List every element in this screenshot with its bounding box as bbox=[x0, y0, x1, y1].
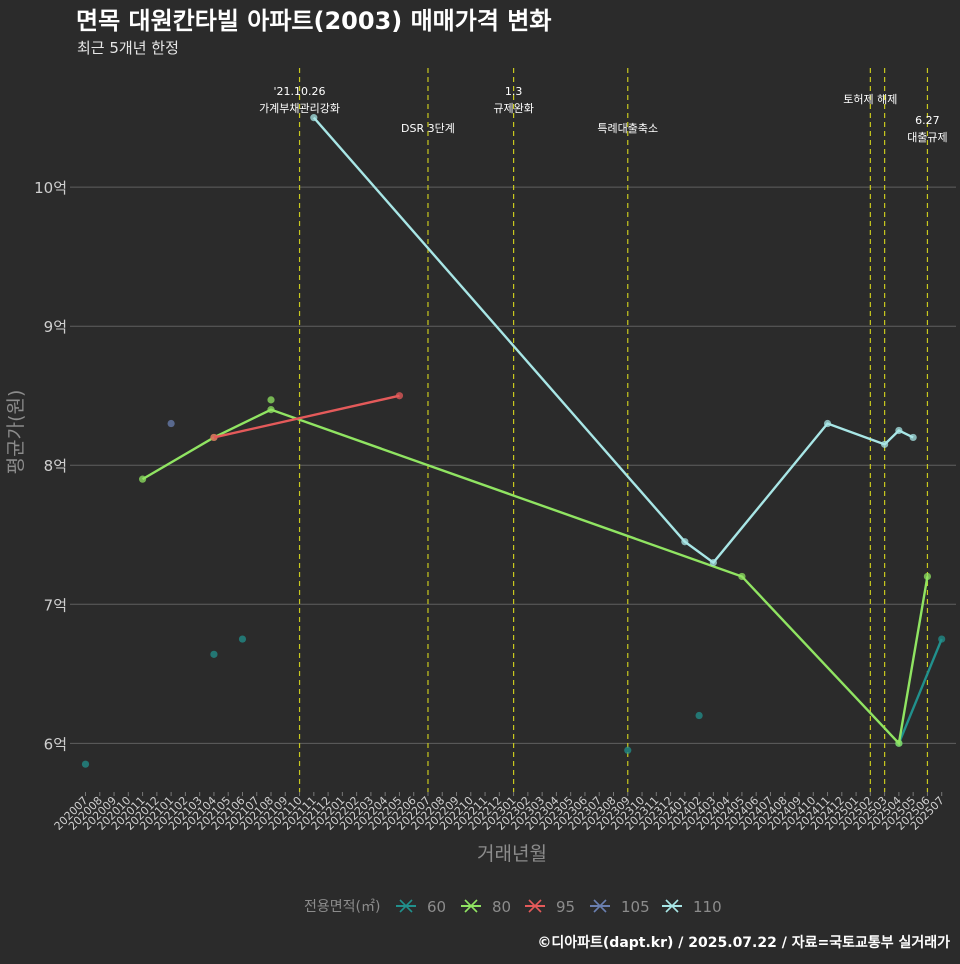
data-point-110 bbox=[895, 426, 903, 435]
event-label-line: 대출규제 bbox=[907, 131, 947, 144]
chart-subtitle: 최근 5개년 한정 bbox=[77, 39, 179, 57]
legend-label: 60 bbox=[427, 898, 446, 916]
data-point-80 bbox=[895, 739, 903, 747]
series-line-80 bbox=[141, 408, 929, 746]
event-label-line: 6.27 bbox=[915, 114, 940, 127]
event-label-line: 1.3 bbox=[505, 85, 523, 98]
event-label-line: 특례대출축소 bbox=[597, 122, 658, 135]
event-label-line: 가계부채관리강화 bbox=[259, 102, 340, 115]
legend-label: 105 bbox=[621, 898, 650, 916]
event-label-line: DSR 3단계 bbox=[401, 122, 455, 135]
y-tick-label: 9억 bbox=[44, 318, 67, 336]
data-point-95 bbox=[210, 433, 218, 442]
data-point-110 bbox=[681, 538, 689, 546]
data-point-60 bbox=[938, 635, 946, 643]
data-point-80 bbox=[267, 396, 275, 404]
source-caption: ©디아파트(dapt.kr) / 2025.07.22 / 자료=국토교통부 실… bbox=[537, 934, 950, 951]
series-layer bbox=[81, 114, 946, 768]
data-point-60 bbox=[210, 650, 218, 658]
event-label: '21.10.26 가계부채관리강화 bbox=[259, 85, 340, 115]
data-point-60 bbox=[624, 746, 632, 754]
y-tick-label: 8억 bbox=[44, 457, 67, 475]
data-point-110 bbox=[709, 558, 717, 567]
event-label-line: '21.10.26 bbox=[274, 85, 326, 98]
event-label: DSR 3단계 bbox=[401, 122, 455, 135]
legend-key-cross bbox=[464, 899, 478, 913]
y-tick-label: 7억 bbox=[44, 596, 67, 614]
data-point-110 bbox=[909, 433, 917, 442]
series-line-95 bbox=[213, 394, 400, 439]
event-label-line: 규제완화 bbox=[493, 102, 533, 115]
data-point-110 bbox=[823, 419, 832, 428]
event-label-line: 토허제 해제 bbox=[843, 92, 897, 106]
event-label: 1.3 규제완화 bbox=[493, 85, 533, 115]
data-point-80 bbox=[138, 475, 147, 483]
data-point-80 bbox=[923, 572, 932, 581]
data-point-110 bbox=[310, 114, 318, 122]
data-point-105 bbox=[167, 419, 175, 428]
y-tick-label: 6억 bbox=[44, 735, 67, 753]
legend-label: 80 bbox=[492, 898, 511, 916]
legend-label: 110 bbox=[693, 898, 722, 916]
legend-key-cross bbox=[528, 899, 542, 913]
data-point-80 bbox=[738, 572, 746, 581]
series-line-60 bbox=[897, 638, 943, 744]
legend-key-cross bbox=[399, 899, 413, 913]
legend: 전용면적(㎡) 60 80 95 105 110 bbox=[304, 898, 722, 916]
event-label: 특례대출축소 bbox=[597, 122, 658, 135]
y-tick-label: 10억 bbox=[34, 179, 67, 197]
data-point-60 bbox=[81, 760, 90, 768]
y-axis: 6억 7억 8억 9억 10억 bbox=[34, 179, 67, 753]
chart-title: 면목 대원칸타빌 아파트(2003) 매매가격 변화 bbox=[76, 7, 551, 35]
data-point-60 bbox=[238, 635, 247, 643]
x-axis: 2020072020082020092020102020112020122021… bbox=[52, 792, 947, 833]
data-point-80 bbox=[267, 406, 275, 414]
data-point-110 bbox=[881, 440, 889, 448]
event-label: 토허제 해제 bbox=[843, 92, 897, 106]
event-label: 6.27 대출규제 bbox=[907, 114, 947, 144]
series-line-110 bbox=[312, 116, 914, 565]
legend-title: 전용면적(㎡) bbox=[304, 899, 380, 915]
data-point-95 bbox=[395, 392, 404, 400]
legend-label: 95 bbox=[556, 898, 575, 916]
x-axis-title: 거래년월 bbox=[477, 843, 547, 865]
data-point-60 bbox=[695, 711, 703, 720]
legend-key-cross bbox=[665, 899, 679, 913]
legend-key-cross bbox=[593, 899, 607, 913]
y-axis-title: 평균가(원) bbox=[5, 390, 27, 475]
